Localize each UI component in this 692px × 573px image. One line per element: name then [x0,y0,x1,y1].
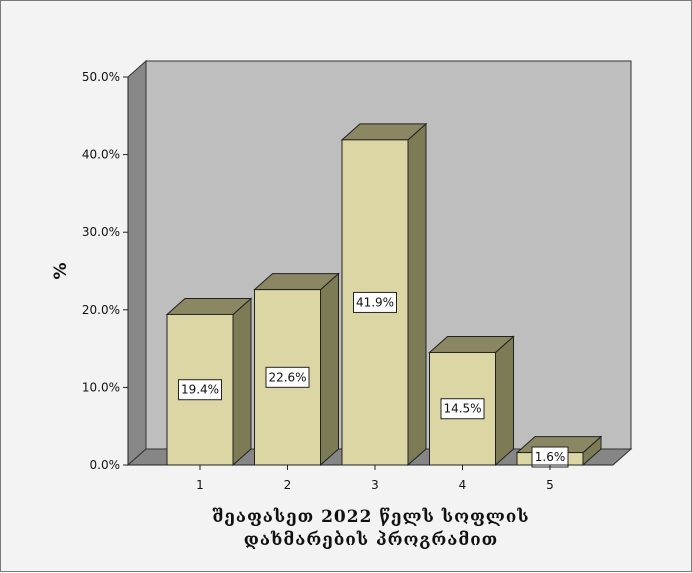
y-tick-label: 0.0% [90,458,121,472]
y-tick-label: 50.0% [82,70,120,84]
y-tick-label: 10.0% [82,380,120,394]
y-axis: 0.0% 10.0% 20.0% 30.0% 40.0% 50.0% [82,70,129,472]
x-axis-title-line-1: შეაფასეთ 2022 წელს სოფლის [212,507,529,527]
data-label-box [178,379,222,401]
bar-side [320,272,339,467]
y-tick-label: 20.0% [82,303,120,317]
x-tick-label: 3 [371,478,379,492]
x-axis: 1 2 3 4 5 [128,464,613,492]
bar-2: 22.6% [253,272,340,467]
data-label: 14.5% [443,402,481,416]
y-tick-label: 40.0% [82,148,120,162]
bar-1: 19.4% [165,297,253,467]
bar-side [407,122,427,467]
bars: 19.4% 22.6% 41.9% 14.5% 1.6% [165,122,603,468]
x-tick-label: 4 [459,478,467,492]
data-label: 1.6% [535,450,566,464]
bar-5: 1.6% [515,435,603,468]
data-label-box [353,291,397,313]
x-tick-label: 1 [196,478,204,492]
data-label-box [265,366,310,388]
data-label: 41.9% [356,295,394,309]
bar-4: 14.5% [428,335,515,467]
y-axis-title: % [51,262,71,279]
x-tick-label: 2 [284,478,292,492]
x-axis-title-line-2: დახმარების პროგრამით [244,530,498,550]
data-label-box [440,398,485,420]
bar-3: 41.9% [340,122,428,467]
bar-side [232,297,252,467]
data-label: 19.4% [181,383,219,397]
x-tick-label: 5 [546,478,554,492]
bar-side [495,335,514,467]
data-label: 22.6% [268,370,306,384]
plot-left-wall [127,59,147,467]
y-tick-label: 30.0% [82,225,120,239]
